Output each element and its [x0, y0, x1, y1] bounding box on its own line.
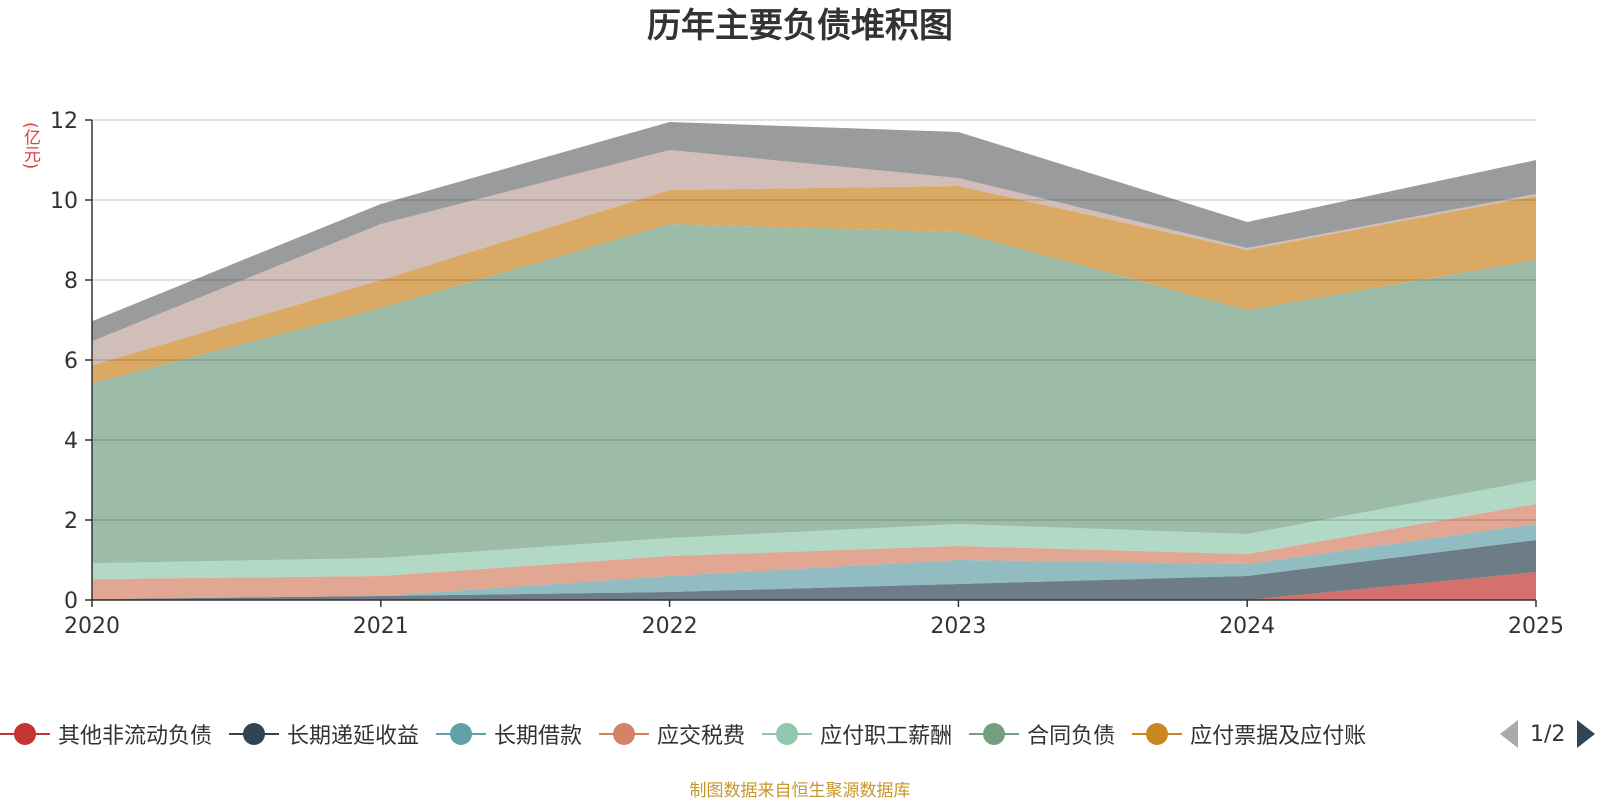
area-series-8[interactable] — [92, 122, 1536, 342]
legend-label: 长期递延收益 — [287, 724, 420, 749]
x-tick-label-0: 2020 — [64, 614, 120, 639]
y-tick-label-4: 8 — [64, 269, 78, 294]
legend-label: 应交税费 — [657, 724, 746, 749]
y-tick-label-2: 4 — [64, 429, 78, 454]
legend-item-4[interactable]: 应付职工薪酬 — [762, 718, 952, 750]
legend-symbol-icon — [1132, 723, 1183, 745]
legend-page-indicator: 1/2 — [1530, 721, 1566, 747]
legend-label: 合同负债 — [1027, 724, 1116, 749]
y-tick-label-5: 10 — [50, 189, 78, 214]
area-series-0[interactable] — [92, 572, 1536, 600]
x-tick-label-3: 2023 — [930, 614, 986, 639]
legend-item-3[interactable]: 应交税费 — [599, 718, 745, 750]
legend-symbol-icon — [229, 723, 280, 745]
x-tick-label-4: 2024 — [1219, 614, 1275, 639]
chart-title: 历年主要负债堆积图 — [647, 6, 953, 46]
area-series-1[interactable] — [92, 540, 1536, 600]
legend-symbol-icon — [599, 723, 650, 745]
area-series-4[interactable] — [92, 480, 1536, 580]
legend-item-6[interactable]: 应付票据及应付账 — [1132, 718, 1366, 750]
y-tick-label-3: 6 — [64, 349, 78, 374]
data-source-footer: 制图数据来自恒生聚源数据库 — [689, 781, 911, 801]
legend-symbol-icon — [436, 723, 487, 745]
area-series-2[interactable] — [92, 524, 1536, 600]
area-series-6[interactable] — [92, 186, 1536, 384]
legend-prev-arrow-icon[interactable] — [1500, 720, 1518, 748]
legend-next-arrow-icon[interactable] — [1577, 720, 1596, 748]
legend-item-5[interactable]: 合同负债 — [969, 718, 1115, 750]
y-tick-label-0: 0 — [64, 589, 78, 614]
legend-symbol-icon — [969, 723, 1020, 745]
x-tick-label-1: 2021 — [353, 614, 409, 639]
y-tick-label-1: 2 — [64, 509, 78, 534]
y-axis-unit-label: (亿元) — [20, 122, 40, 170]
legend-label: 其他非流动负债 — [58, 724, 213, 749]
area-series-5[interactable] — [92, 224, 1536, 564]
legend-symbol-icon — [0, 723, 50, 745]
area-series-group — [92, 122, 1536, 600]
legend-label: 应付职工薪酬 — [820, 724, 953, 749]
legend-pager: 1/2 — [1500, 712, 1596, 756]
x-tick-label-2: 2022 — [642, 614, 698, 639]
x-tick-label-5: 2025 — [1508, 614, 1564, 639]
legend-symbol-icon — [762, 723, 813, 745]
y-tick-label-6: 12 — [50, 109, 78, 134]
stacked-area-chart: 0 2 4 6 8 10 12 2020 2021 2022 2023 2024 2025 — [50, 109, 1564, 639]
legend-item-1[interactable]: 长期递延收益 — [229, 718, 419, 750]
legend-label: 长期借款 — [494, 724, 583, 749]
y-gridlines — [92, 119, 1536, 521]
area-series-7[interactable] — [92, 150, 1536, 366]
legend-label: 应付票据及应付账 — [1190, 724, 1367, 749]
chart-legend: 其他非流动负债 长期递延收益 长期借款 应交税费 应付职工薪酬 合同负债 应付票据及应付账 — [0, 712, 1600, 756]
legend-item-0[interactable]: 其他非流动负债 — [0, 718, 212, 750]
area-series-3[interactable] — [92, 504, 1536, 600]
legend-item-2[interactable]: 长期借款 — [436, 718, 582, 750]
